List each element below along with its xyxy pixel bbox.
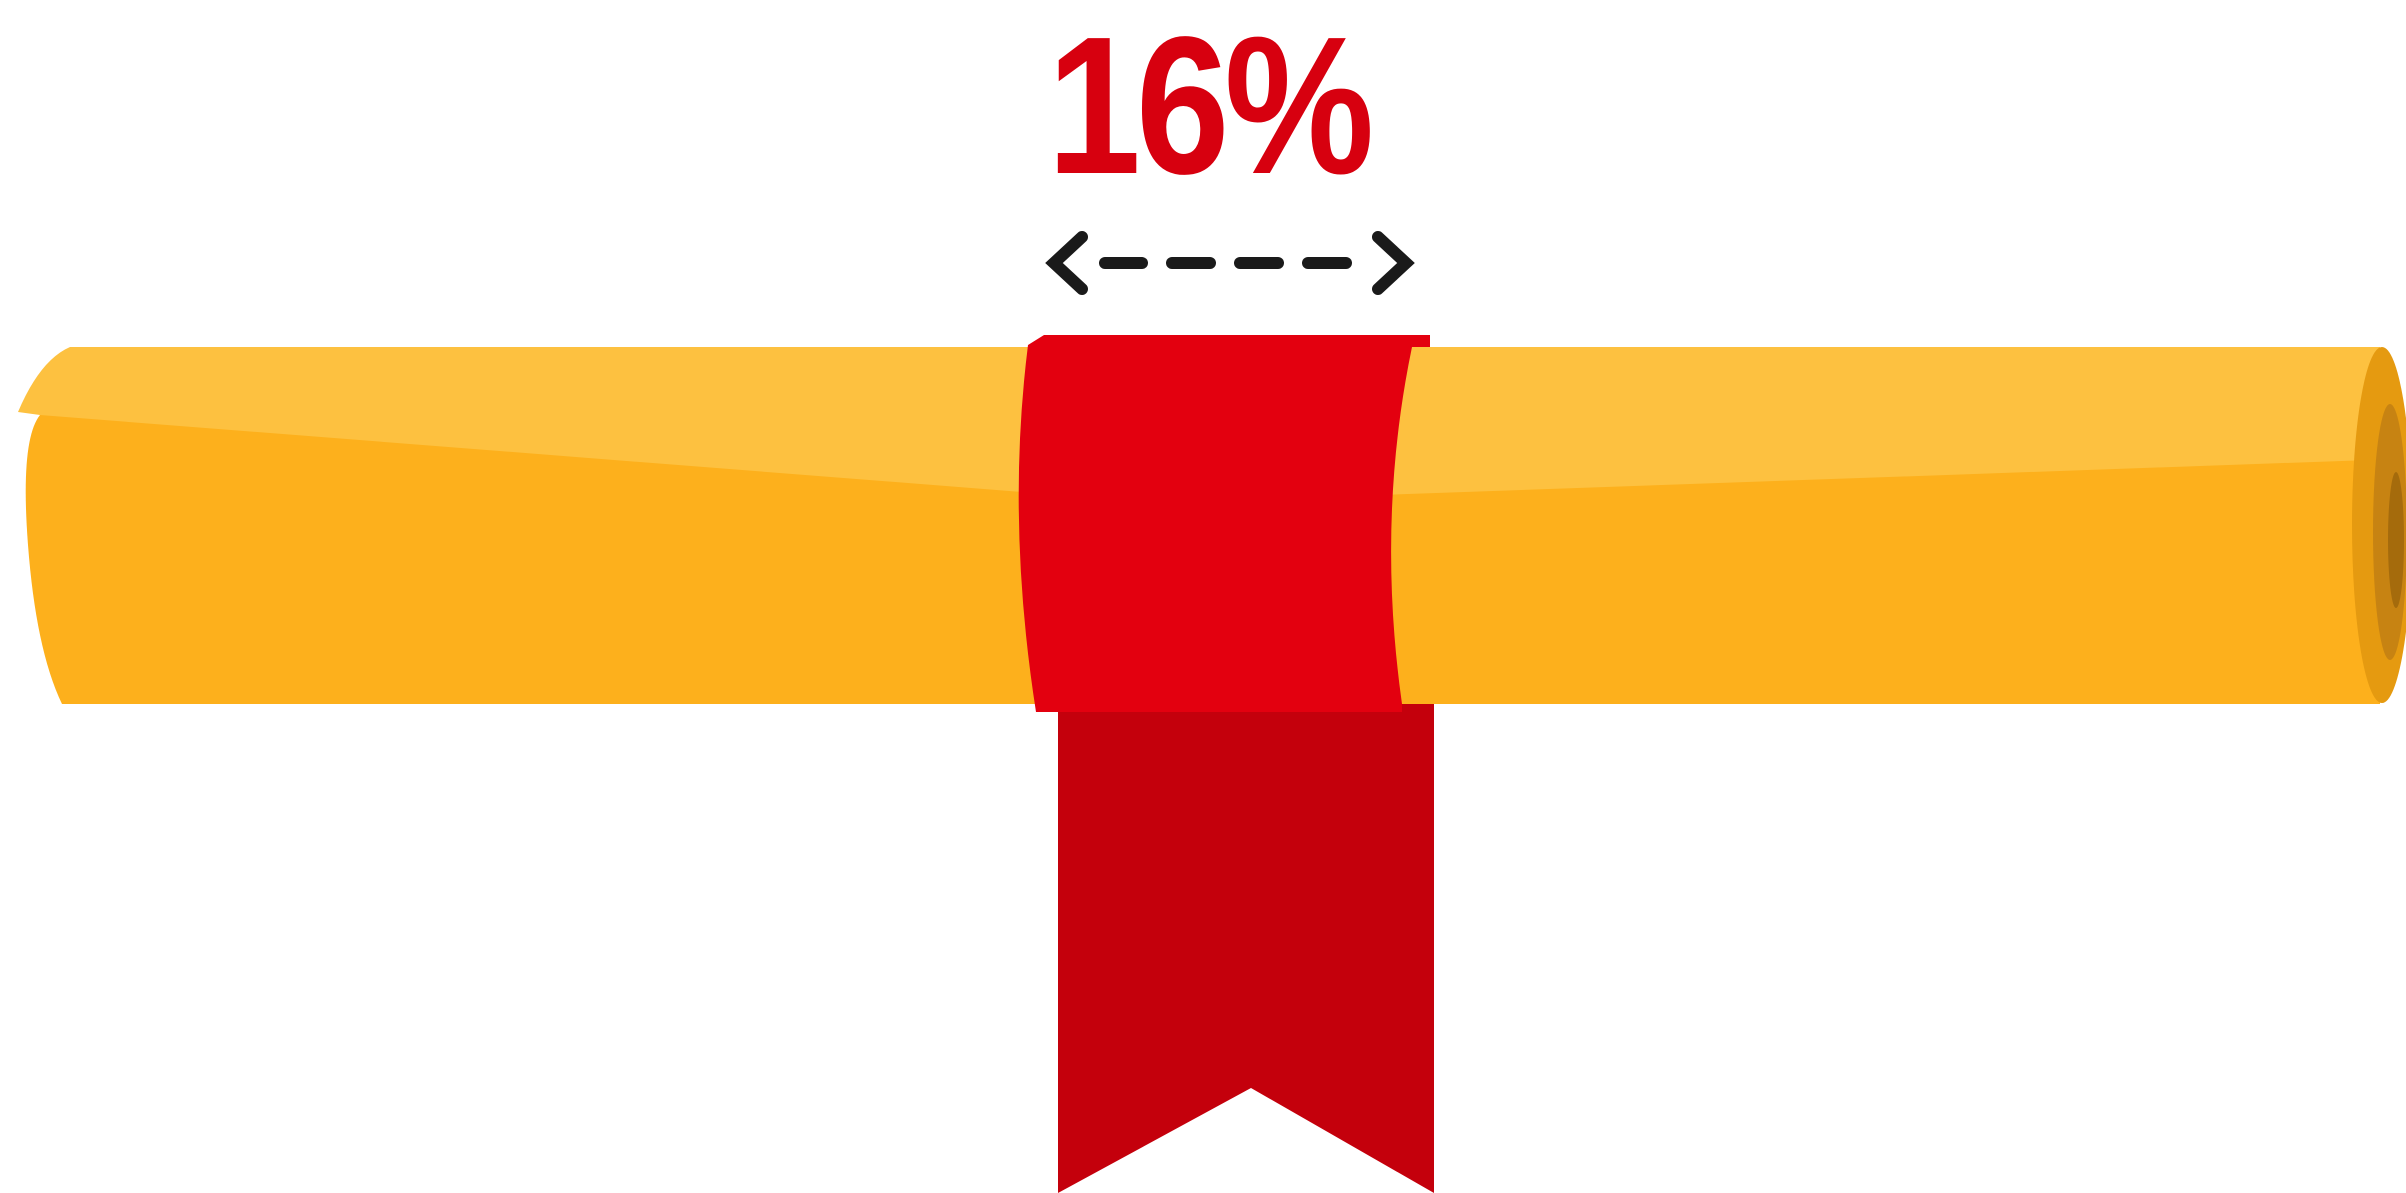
scroll-left-flap bbox=[18, 347, 1035, 493]
scroll-left-body bbox=[25, 415, 1035, 704]
scroll-curl-core bbox=[2388, 472, 2404, 608]
double-headed-dashed-arrow-icon bbox=[1045, 231, 1415, 295]
ribbon-band-icon bbox=[1018, 335, 1430, 712]
ribbon-tail bbox=[1058, 690, 1434, 1193]
percent-label: 16% bbox=[1047, 0, 1374, 215]
scroll-right-highlight bbox=[1380, 347, 2380, 495]
rolled-diploma-scroll-icon bbox=[18, 347, 2406, 704]
